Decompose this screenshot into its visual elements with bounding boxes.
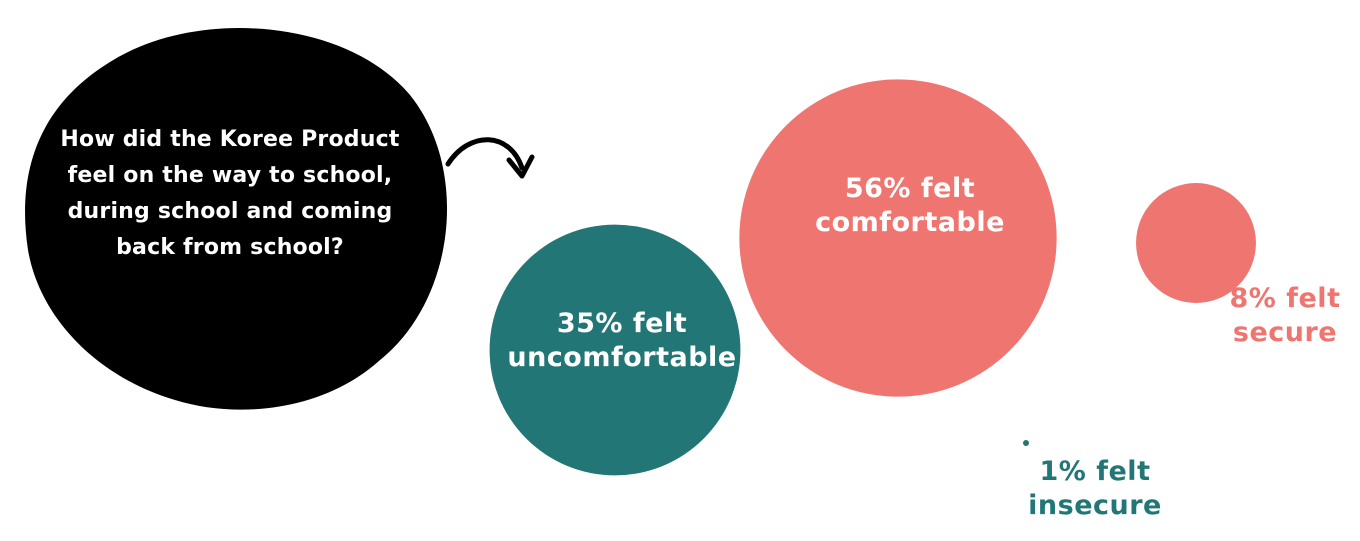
label-desc: secure <box>1232 317 1338 348</box>
question-blob <box>25 28 448 410</box>
label-desc: insecure <box>1028 490 1162 521</box>
bubble-secure <box>1136 183 1256 303</box>
bubble-uncomfortable <box>489 224 741 476</box>
label-pct: 8% <box>1229 283 1277 314</box>
label-desc: uncomfortable <box>507 342 737 373</box>
question-text: How did the Koree Product feel on the wa… <box>50 122 410 266</box>
question-line: How did the Koree Product <box>60 127 400 152</box>
question-line: back from school? <box>116 235 344 260</box>
label-insecure: 1% felt insecure <box>1005 455 1185 523</box>
label-pct: 35% <box>556 308 623 339</box>
label-word: felt <box>1286 283 1341 314</box>
curved-arrow-icon <box>445 137 525 171</box>
label-desc: comfortable <box>815 207 1005 238</box>
arrow-head-icon <box>506 154 535 179</box>
question-line: during school and coming <box>67 199 393 224</box>
question-line: feel on the way to school, <box>67 163 393 188</box>
label-word: felt <box>1096 456 1151 487</box>
bubble-insecure <box>1023 440 1029 446</box>
label-uncomfortable: 35% felt uncomfortable <box>492 307 752 375</box>
label-secure: 8% felt secure <box>1200 282 1360 350</box>
label-word: felt <box>920 173 976 204</box>
label-pct: 1% <box>1039 456 1087 487</box>
label-word: felt <box>632 308 688 339</box>
bubble-comfortable <box>739 79 1057 397</box>
label-pct: 56% <box>844 173 911 204</box>
label-comfortable: 56% felt comfortable <box>760 172 1060 240</box>
